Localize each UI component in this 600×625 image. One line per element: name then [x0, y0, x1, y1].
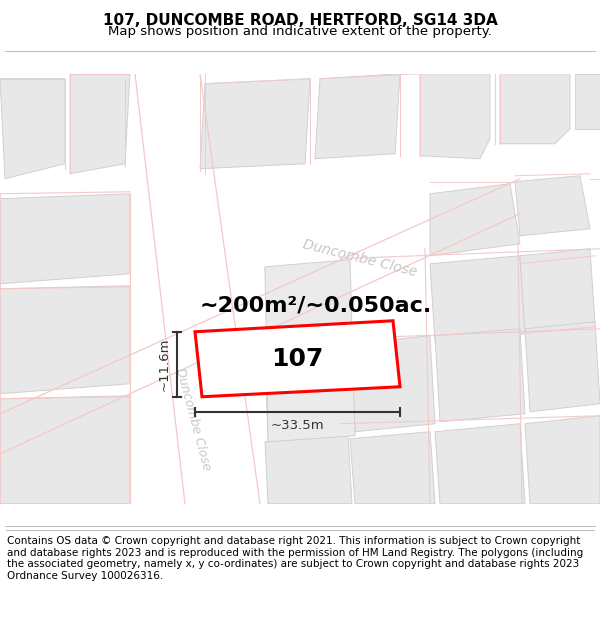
Polygon shape	[315, 74, 400, 159]
Polygon shape	[0, 79, 65, 179]
Polygon shape	[435, 329, 525, 422]
Text: 107: 107	[271, 347, 323, 371]
Polygon shape	[350, 336, 435, 432]
Polygon shape	[265, 346, 352, 439]
Polygon shape	[0, 286, 130, 394]
Polygon shape	[420, 74, 490, 159]
Polygon shape	[525, 416, 600, 504]
Text: Duncombe Close: Duncombe Close	[173, 366, 213, 471]
Polygon shape	[265, 436, 352, 504]
Polygon shape	[520, 249, 595, 334]
Polygon shape	[70, 74, 130, 174]
Polygon shape	[525, 322, 600, 412]
Polygon shape	[135, 74, 260, 504]
Polygon shape	[430, 256, 525, 342]
Text: Map shows position and indicative extent of the property.: Map shows position and indicative extent…	[108, 26, 492, 39]
Polygon shape	[0, 179, 520, 454]
Polygon shape	[430, 184, 520, 256]
Text: 107, DUNCOMBE ROAD, HERTFORD, SG14 3DA: 107, DUNCOMBE ROAD, HERTFORD, SG14 3DA	[103, 12, 497, 28]
Polygon shape	[200, 79, 310, 169]
Text: ~33.5m: ~33.5m	[271, 419, 325, 432]
Polygon shape	[265, 260, 355, 442]
Polygon shape	[350, 432, 435, 504]
Polygon shape	[195, 321, 400, 397]
Text: ~11.6m: ~11.6m	[158, 338, 171, 391]
Polygon shape	[500, 74, 570, 144]
Polygon shape	[0, 194, 130, 284]
Polygon shape	[515, 176, 590, 236]
Polygon shape	[435, 424, 525, 504]
Text: Contains OS data © Crown copyright and database right 2021. This information is : Contains OS data © Crown copyright and d…	[7, 536, 583, 581]
Polygon shape	[265, 262, 350, 350]
Polygon shape	[0, 396, 130, 504]
Text: ~200m²/~0.050ac.: ~200m²/~0.050ac.	[200, 296, 432, 316]
Polygon shape	[575, 74, 600, 129]
Text: Duncombe Close: Duncombe Close	[301, 238, 419, 280]
